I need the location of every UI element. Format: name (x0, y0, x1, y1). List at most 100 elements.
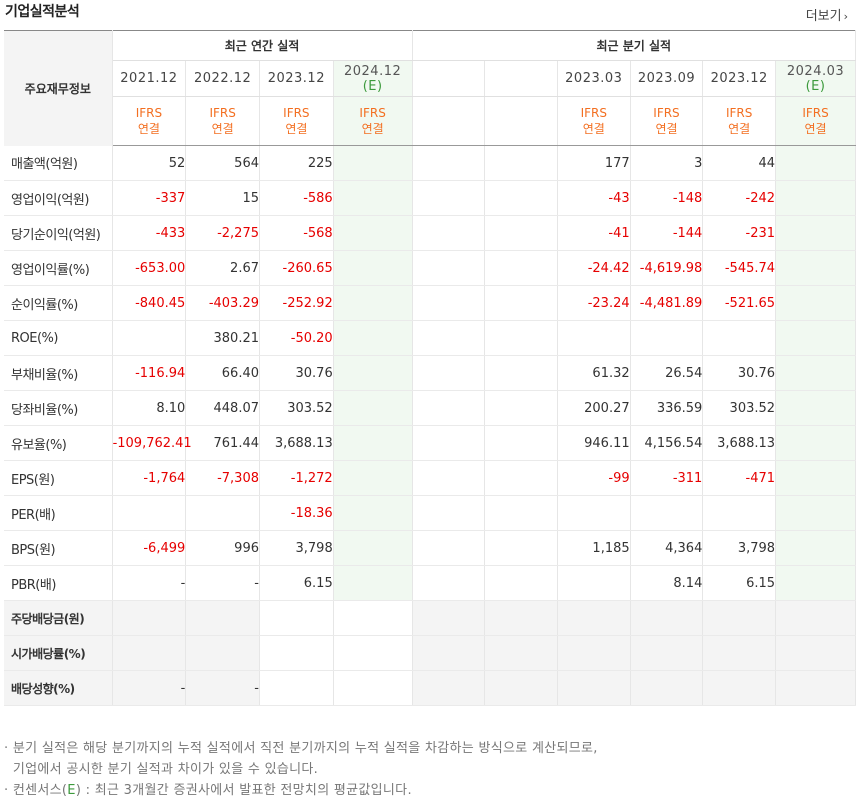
value-cell (702, 670, 777, 706)
row-label: 배당성향(%) (4, 670, 113, 706)
value-cell: - (111, 670, 187, 706)
value-cell (629, 635, 704, 671)
value-cell (556, 565, 631, 601)
value-cell: 66.40 (185, 355, 260, 391)
value-cell (702, 495, 777, 531)
value-cell (775, 320, 856, 356)
period-header-estimate: 2024.12 (E) (332, 60, 413, 97)
value-cell (556, 670, 631, 706)
value-cell: -6,499 (111, 530, 187, 566)
value-cell: 15 (185, 180, 260, 216)
footnote-1: · 분기 실적은 해당 분기까지의 누적 실적에서 직전 분기까지의 누적 실적… (4, 741, 598, 756)
value-cell (411, 285, 486, 321)
value-cell: -242 (702, 180, 777, 216)
value-cell (484, 215, 558, 251)
value-cell (556, 320, 631, 356)
value-cell: -18.36 (259, 495, 334, 531)
value-cell: -148 (629, 180, 704, 216)
footnote-2: · 컨센서스(E) : 최근 3개월간 증권사에서 발표한 전망치의 평균값입니… (4, 783, 412, 798)
value-cell (702, 320, 777, 356)
value-cell: 303.52 (702, 390, 777, 426)
quarter-group-header: 최근 분기 실적 (411, 30, 857, 61)
row-label: 영업이익률(%) (4, 250, 113, 286)
value-cell (484, 320, 558, 356)
period-header: 2022.12 (185, 60, 260, 97)
value-cell (775, 460, 856, 496)
value-cell (259, 600, 334, 636)
period-header: 2023.12 (702, 60, 777, 97)
value-cell (111, 600, 187, 636)
empty-header-cell (484, 96, 558, 146)
row-label: 시가배당률(%) (4, 635, 113, 671)
value-cell (775, 425, 856, 461)
value-cell (556, 495, 631, 531)
row-label: 부채비율(%) (4, 355, 113, 391)
value-cell (411, 250, 486, 286)
value-cell: 177 (556, 145, 631, 181)
value-cell (484, 285, 558, 321)
value-cell: 3,688.13 (259, 425, 334, 461)
table-row: 유보율(%) -109,762.41 761.44 3,688.13 946.11 4,1… (4, 425, 856, 461)
value-cell (484, 635, 558, 671)
value-cell: 6.15 (702, 565, 777, 601)
value-cell (411, 670, 486, 706)
value-cell: 3 (629, 145, 704, 181)
value-cell (775, 530, 856, 566)
value-cell (775, 215, 856, 251)
value-cell: 761.44 (185, 425, 260, 461)
value-cell (775, 390, 856, 426)
value-cell: -260.65 (259, 250, 334, 286)
ifrs-label: IFRS 연결 (556, 96, 631, 146)
value-cell: -471 (702, 460, 777, 496)
value-cell (484, 565, 558, 601)
table-row: 매출액(억원) 52 564 225 177 3 44 (4, 145, 856, 181)
value-cell (484, 600, 558, 636)
value-cell: -2,275 (185, 215, 260, 251)
value-cell: -23.24 (556, 285, 631, 321)
value-cell: 1,185 (556, 530, 631, 566)
value-cell (332, 565, 413, 601)
value-cell: -252.92 (259, 285, 334, 321)
value-cell (411, 495, 486, 531)
value-cell (185, 635, 260, 671)
table-row: 배당성향(%) - - (4, 670, 856, 706)
value-cell (484, 250, 558, 286)
period-header-estimate: 2024.03 (E) (775, 60, 856, 97)
value-cell (775, 285, 856, 321)
value-cell: -109,762.41 (111, 425, 192, 461)
value-cell (332, 250, 413, 286)
value-cell (484, 390, 558, 426)
value-cell (775, 355, 856, 391)
value-cell: 946.11 (556, 425, 631, 461)
value-cell (484, 670, 558, 706)
value-cell: -99 (556, 460, 631, 496)
value-cell: -433 (111, 215, 187, 251)
section-title: 기업실적분석 (5, 4, 80, 20)
value-cell (411, 600, 486, 636)
value-cell: 26.54 (629, 355, 704, 391)
value-cell: -231 (702, 215, 777, 251)
value-cell: - (185, 565, 260, 601)
value-cell: -1,764 (111, 460, 187, 496)
value-cell: -1,272 (259, 460, 334, 496)
value-cell (411, 320, 486, 356)
row-label: PBR(배) (4, 565, 113, 601)
value-cell: 30.76 (702, 355, 777, 391)
value-cell (411, 180, 486, 216)
value-cell (702, 635, 777, 671)
value-cell: -586 (259, 180, 334, 216)
table-row: BPS(원) -6,499 996 3,798 1,185 4,364 3,798 (4, 530, 856, 566)
more-link[interactable]: 더보기 › (806, 5, 848, 24)
value-cell (629, 320, 704, 356)
value-cell: -41 (556, 215, 631, 251)
row-label: PER(배) (4, 495, 113, 531)
value-cell: 8.10 (111, 390, 187, 426)
value-cell: -568 (259, 215, 334, 251)
table-row: 주당배당금(원) (4, 600, 856, 636)
table-row: 부채비율(%) -116.94 66.40 30.76 61.32 26.54 30.76 (4, 355, 856, 391)
table-row: 당좌비율(%) 8.10 448.07 303.52 200.27 336.59 303.5… (4, 390, 856, 426)
value-cell: 4,156.54 (629, 425, 704, 461)
value-cell (332, 320, 413, 356)
value-cell (259, 635, 334, 671)
value-cell (484, 355, 558, 391)
